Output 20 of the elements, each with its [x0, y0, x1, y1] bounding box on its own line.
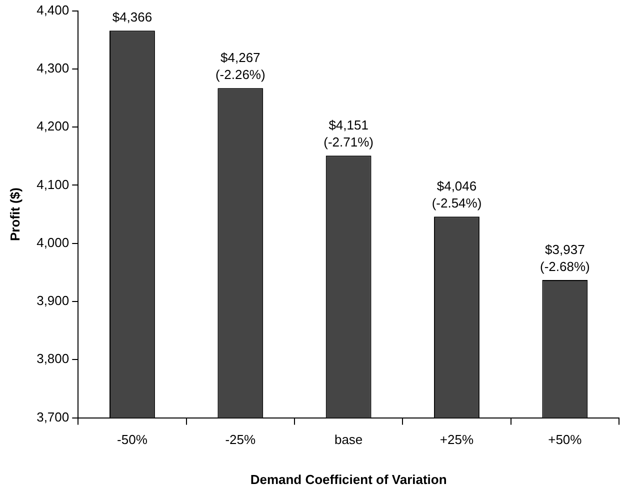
y-tick-label: 4,300 — [36, 60, 70, 76]
data-label: $3,937 (-2.68%) — [540, 242, 590, 274]
y-axis-title: Profit ($) — [7, 188, 22, 242]
x-tick-label: -50% — [117, 432, 148, 448]
x-axis-title: Demand Coefficient of Variation — [250, 472, 447, 487]
y-tick-label: 4,100 — [36, 176, 70, 192]
y-tick-label: 4,000 — [36, 234, 70, 250]
x-tick-label: base — [334, 432, 363, 448]
data-label: $4,151 (-2.71%) — [324, 118, 374, 150]
y-tick-label: 4,200 — [36, 118, 70, 134]
x-tick-label: -25% — [225, 432, 256, 448]
x-tick-label: +25% — [440, 432, 474, 448]
y-tick-label: 3,800 — [36, 351, 70, 366]
data-label: $4,046 (-2.54%) — [432, 178, 482, 211]
data-label: $4,366 — [112, 10, 152, 25]
x-tick-label: +50% — [548, 432, 582, 448]
y-tick-label: 4,400 — [36, 2, 70, 18]
y-tick-label: 3,700 — [36, 409, 70, 424]
data-label: $4,267 (-2.26%) — [215, 50, 266, 82]
y-tick-label: 3,900 — [36, 293, 70, 308]
